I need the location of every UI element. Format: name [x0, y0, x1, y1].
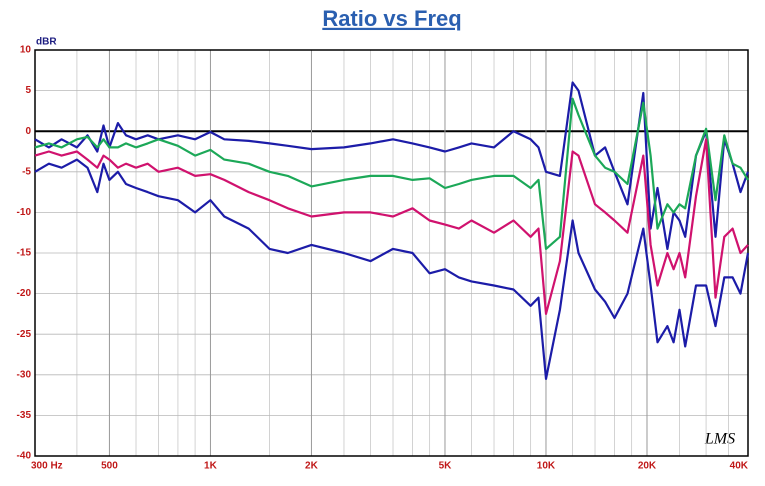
y-tick-label: -15	[17, 248, 32, 259]
x-tick-label: 5K	[439, 461, 453, 472]
y-tick-label: -20	[17, 288, 32, 299]
series-line	[34, 97, 749, 250]
x-tick-label: 10K	[537, 461, 556, 472]
annotation: LMS	[704, 431, 735, 448]
x-tick-label: 500	[101, 461, 118, 472]
chart-title: Ratio vs Freq	[322, 6, 461, 31]
y-tick-label: -25	[17, 329, 32, 340]
x-tick-label: 300 Hz	[31, 461, 63, 472]
y-tick-label: -40	[17, 451, 32, 462]
y-axis-label: dBR	[36, 37, 57, 48]
series-line	[34, 158, 750, 380]
y-tick-label: -30	[17, 369, 32, 380]
y-tick-label: 10	[20, 45, 32, 56]
y-tick-label: 5	[25, 85, 31, 96]
series-line	[34, 138, 749, 315]
y-tick-label: -35	[17, 410, 32, 421]
x-tick-label: 1K	[204, 461, 218, 472]
y-tick-label: 0	[25, 126, 31, 137]
x-tick-label: 40K	[730, 461, 749, 472]
y-tick-label: -10	[17, 207, 32, 218]
y-tick-label: -5	[22, 166, 31, 177]
x-tick-label: 2K	[305, 461, 319, 472]
x-tick-label: 20K	[638, 461, 657, 472]
